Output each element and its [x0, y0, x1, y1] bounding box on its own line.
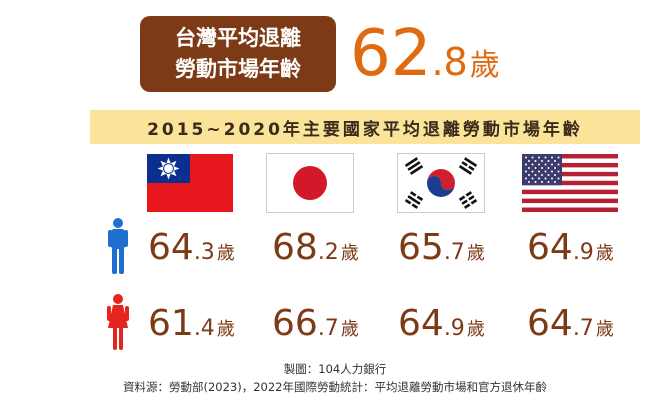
japan-male-age-unit: 歲 [340, 243, 359, 264]
taiwan-average-age-unit: 歲 [469, 48, 500, 83]
taiwan-male-age-unit: 歲 [216, 243, 235, 264]
male-person-icon [108, 218, 128, 278]
japan-female-age-dec: .7 [317, 316, 339, 341]
usa-male-age-unit: 歲 [595, 243, 614, 264]
japan-flag [267, 154, 353, 212]
female-person-icon [107, 294, 129, 354]
korea-male-age-int: 65 [398, 227, 444, 268]
usa-flag [522, 154, 618, 212]
korea-male-age-dec: .7 [443, 240, 465, 265]
taiwan-female-age-unit: 歲 [216, 319, 235, 340]
taiwan-male-age: 64.3 歲 [148, 228, 235, 268]
japan-female-age-unit: 歲 [340, 319, 359, 340]
taiwan-flag [147, 154, 233, 212]
header-title-line1: 台灣平均退離 [175, 26, 301, 50]
made-by-credit: 製圖：104人力銀行 [283, 362, 387, 376]
usa-male-age-dec: .9 [572, 240, 594, 265]
japan-female-age-int: 66 [272, 303, 318, 344]
header-title-box: 台灣平均退離 勞動市場年齡 [140, 16, 336, 92]
korea-female-age: 64.9 歲 [398, 304, 485, 344]
usa-female-age-unit: 歲 [595, 319, 614, 340]
taiwan-female-age-dec: .4 [193, 316, 215, 341]
korea-flag [398, 154, 484, 212]
japan-male-age: 68.2 歲 [272, 228, 359, 268]
usa-female-age: 64.7 歲 [527, 304, 614, 344]
korea-female-age-dec: .9 [443, 316, 465, 341]
taiwan-average-age: 62 .8 歲 [350, 14, 500, 94]
taiwan-male-age-dec: .3 [193, 240, 215, 265]
korea-female-age-int: 64 [398, 303, 444, 344]
japan-male-age-int: 68 [272, 227, 318, 268]
header-title-line2: 勞動市場年齡 [175, 57, 301, 81]
usa-male-age: 64.9 歲 [527, 228, 614, 268]
usa-female-age-int: 64 [527, 303, 573, 344]
subtitle-text: 2015~2020年主要國家平均退離勞動市場年齡 [147, 119, 583, 140]
taiwan-male-age-int: 64 [148, 227, 194, 268]
subtitle-bar: 2015~2020年主要國家平均退離勞動市場年齡 [90, 110, 640, 144]
taiwan-average-age-int: 62 [350, 17, 432, 91]
japan-female-age: 66.7 歲 [272, 304, 359, 344]
taiwan-female-age-int: 61 [148, 303, 194, 344]
taiwan-female-age: 61.4 歲 [148, 304, 235, 344]
korea-female-age-unit: 歲 [466, 319, 485, 340]
usa-female-age-dec: .7 [572, 316, 594, 341]
korea-male-age: 65.7 歲 [398, 228, 485, 268]
source-credit: 資料源：勞動部(2023)，2022年國際勞動統計：平均退離勞動市場和官方退休年… [122, 380, 547, 394]
usa-male-age-int: 64 [527, 227, 573, 268]
taiwan-average-age-dec: .8 [431, 40, 468, 84]
japan-male-age-dec: .2 [317, 240, 339, 265]
korea-male-age-unit: 歲 [466, 243, 485, 264]
